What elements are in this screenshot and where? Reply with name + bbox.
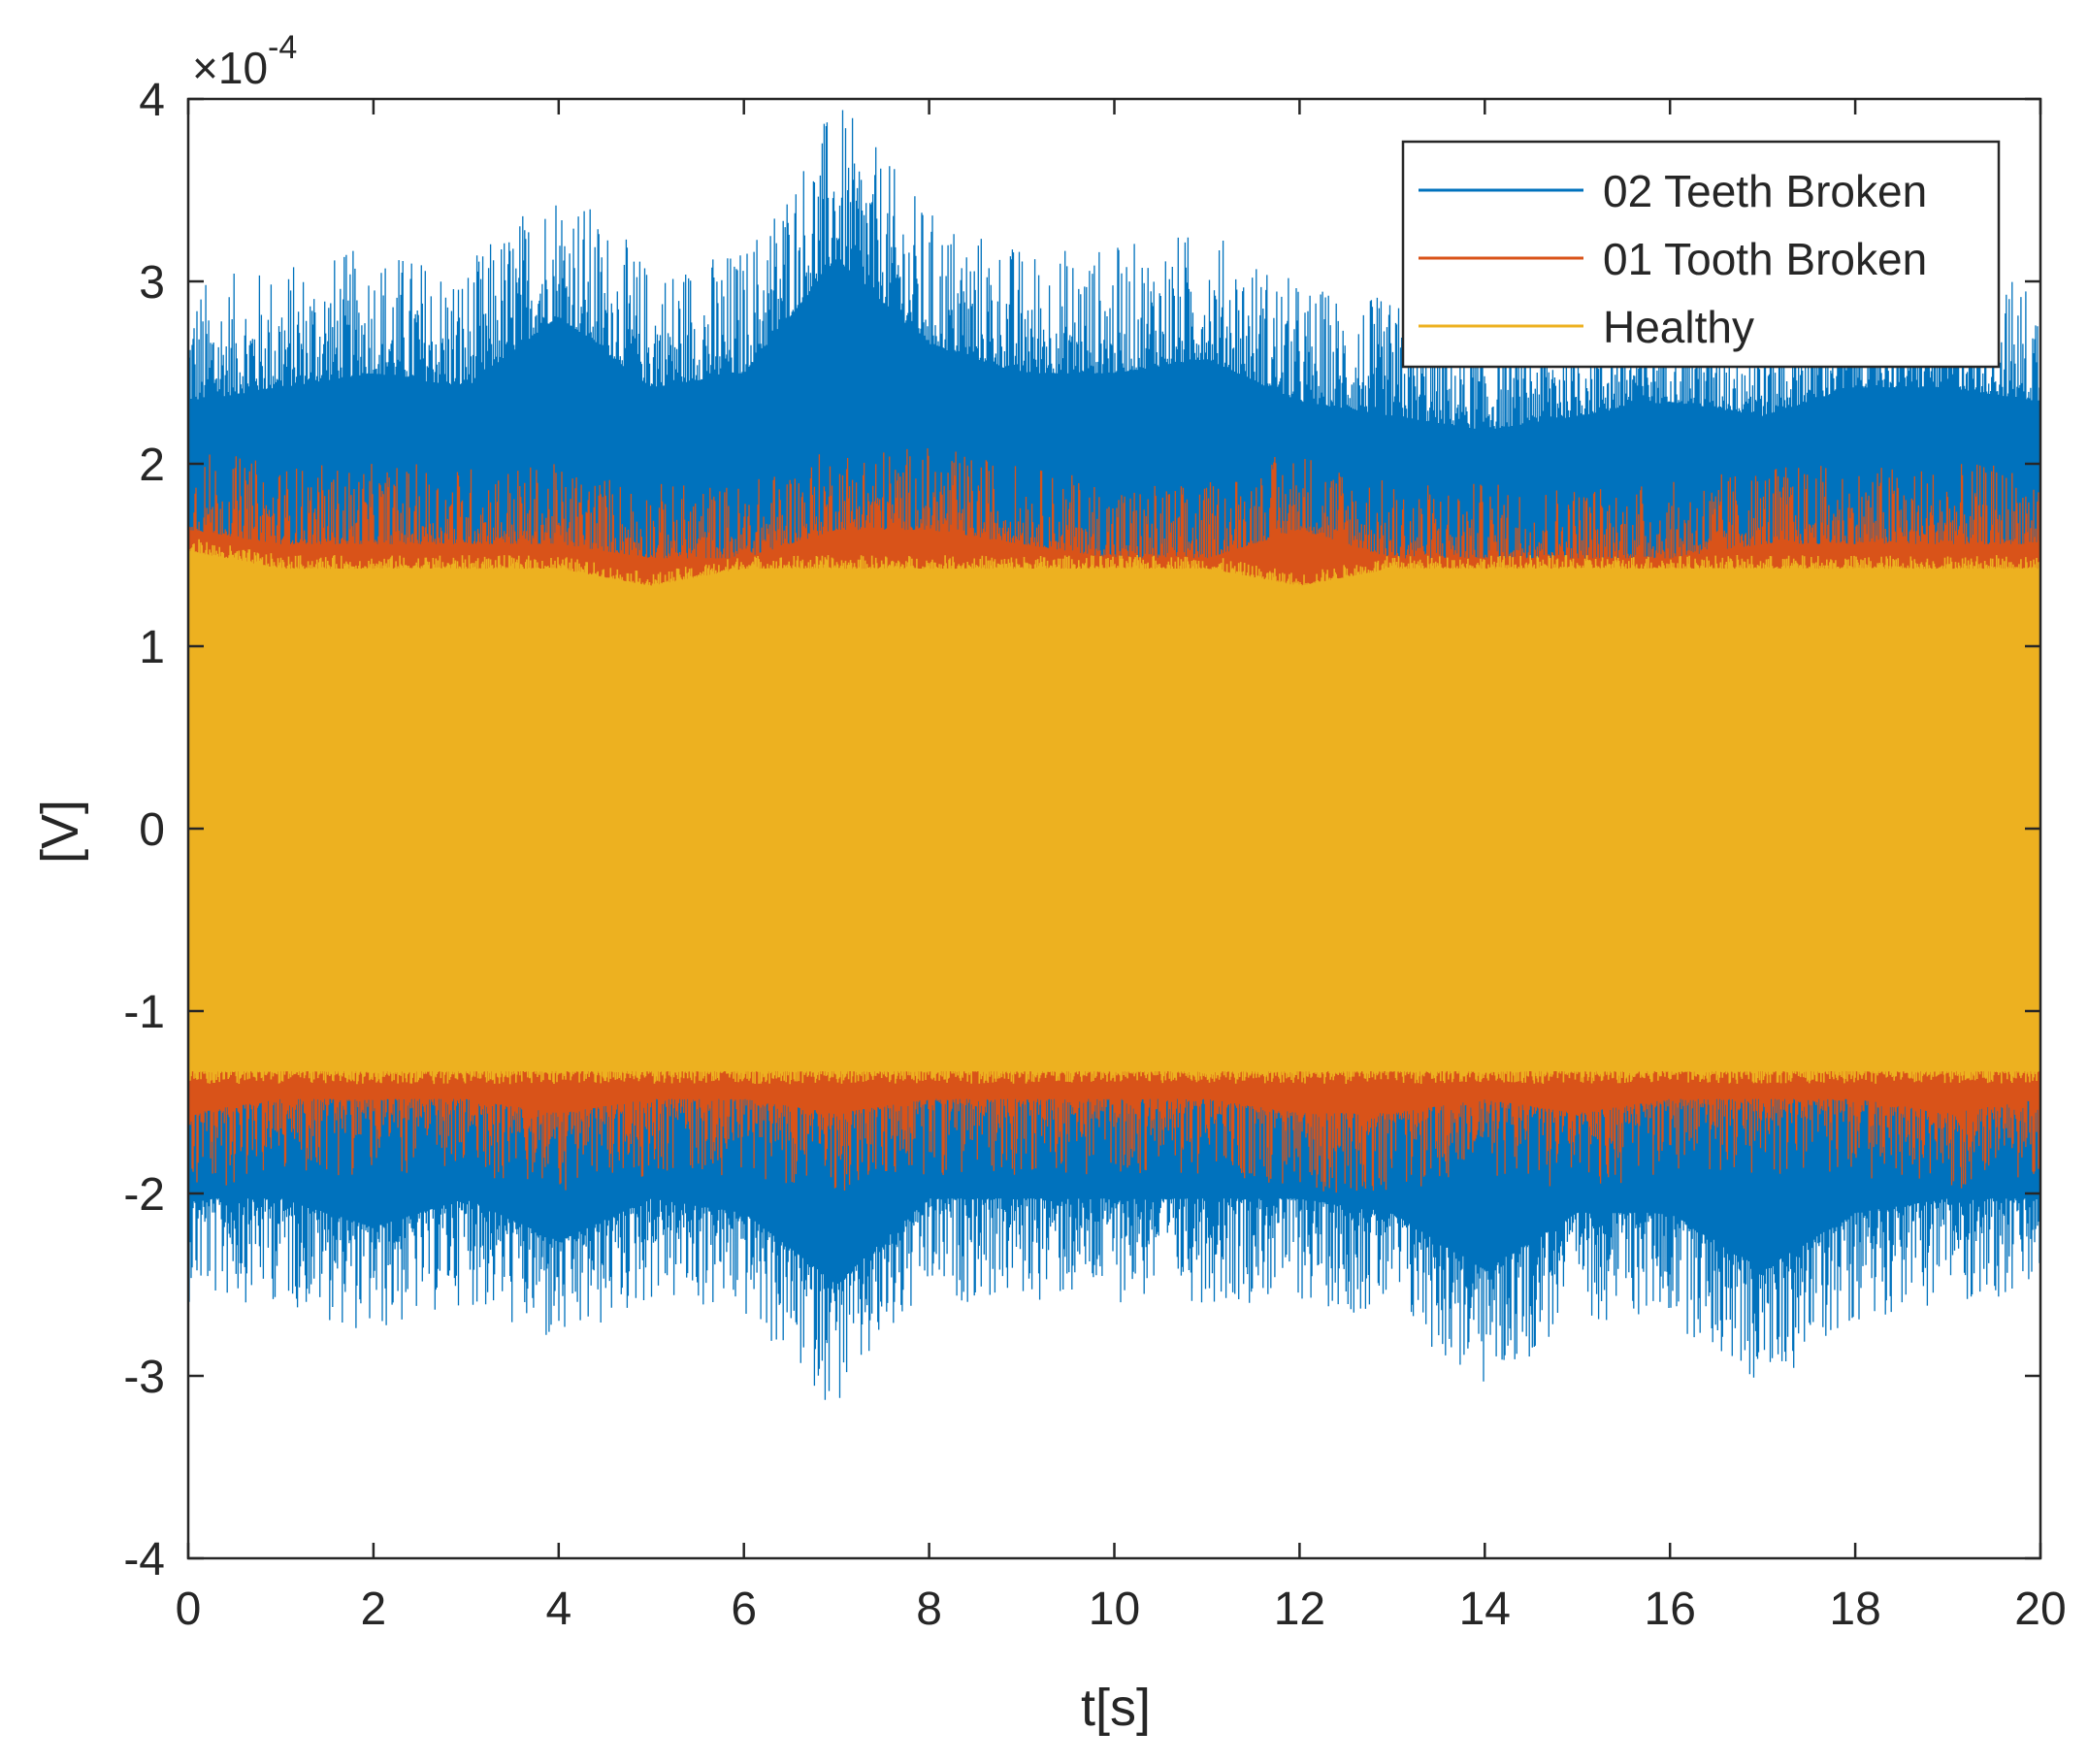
x-tick-label: 16	[1645, 1584, 1696, 1635]
y-exponent-power: -4	[268, 29, 297, 66]
y-tick-label: 0	[139, 804, 165, 856]
y-tick-label: 4	[139, 75, 165, 126]
x-axis-label: t[s]	[1081, 1679, 1151, 1737]
y-exponent-base: ×10	[192, 43, 268, 93]
series-line-3	[187, 539, 2041, 1085]
legend-entry-label: 02 Teeth Broken	[1603, 166, 1927, 216]
x-tick-label: 0	[176, 1584, 202, 1635]
y-tick-label: -2	[123, 1169, 165, 1221]
x-tick-label: 20	[2014, 1584, 2066, 1635]
x-tick-label: 12	[1274, 1584, 1325, 1635]
y-tick-label: -3	[123, 1352, 165, 1403]
y-axis-label: [V]	[31, 800, 89, 864]
y-tick-label: 1	[139, 622, 165, 673]
legend-entry-label: 01 Tooth Broken	[1603, 234, 1927, 284]
y-exponent-label: ×10-4	[192, 29, 297, 93]
legend: 02 Teeth Broken 01 Tooth Broken Healthy	[1401, 140, 2001, 369]
y-axis-ticks: -4 -3 -2 -1 0 1 2 3 4	[123, 75, 2040, 1585]
x-tick-label: 4	[545, 1584, 571, 1635]
y-tick-label: 2	[139, 440, 165, 491]
x-tick-label: 2	[361, 1584, 387, 1635]
x-axis-ticks: 0 2 4 6 8 10 12 14 16 18 20	[176, 99, 2067, 1635]
y-tick-label: -1	[123, 987, 165, 1038]
plot-series	[187, 110, 2041, 1400]
x-tick-label: 10	[1089, 1584, 1140, 1635]
x-tick-label: 18	[1829, 1584, 1880, 1635]
x-tick-label: 6	[731, 1584, 757, 1635]
x-tick-label: 14	[1459, 1584, 1511, 1635]
y-tick-label: 3	[139, 257, 165, 309]
y-tick-label: -4	[123, 1534, 165, 1585]
x-tick-label: 8	[916, 1584, 942, 1635]
legend-box	[1401, 140, 2001, 369]
legend-entry-label: Healthy	[1603, 302, 1754, 352]
